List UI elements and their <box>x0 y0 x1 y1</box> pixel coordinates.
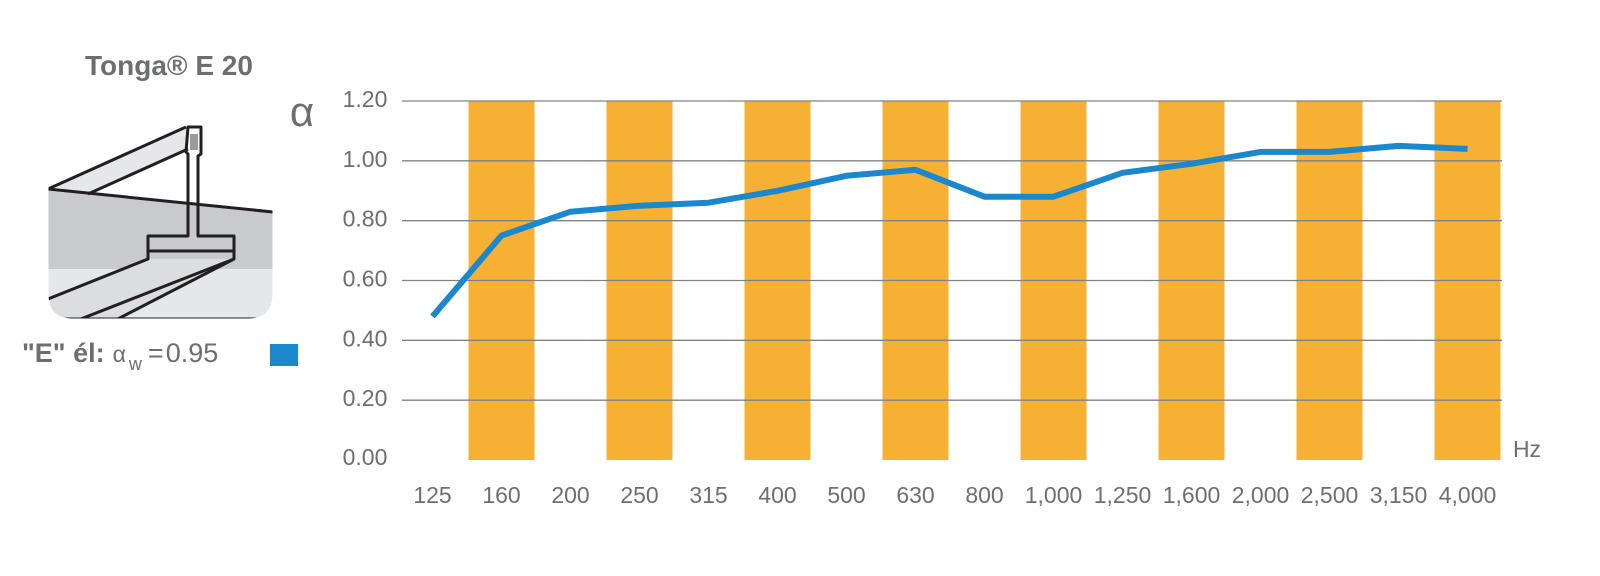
legend-entry: "E" él: α w = 0.95 <box>22 338 218 378</box>
y-tick-label: 0.40 <box>343 325 388 351</box>
x-tick-label: 400 <box>758 482 796 508</box>
alpha-subscript: w <box>128 354 142 374</box>
x-tick-label: 125 <box>413 482 451 508</box>
y-tick-label: 1.00 <box>343 146 388 172</box>
x-tick-label: 800 <box>965 482 1003 508</box>
x-tick-label: 630 <box>896 482 934 508</box>
x-tick-label: 3,150 <box>1370 482 1428 508</box>
x-tick-label: 1,000 <box>1025 482 1083 508</box>
series-line <box>430 142 1468 319</box>
equals-sign: = <box>147 338 164 368</box>
y-tick-label: 0.60 <box>343 266 388 292</box>
x-tick-label: 2,000 <box>1232 482 1290 508</box>
ceiling-edge-profile-illustration <box>48 124 273 320</box>
x-tick-label: 250 <box>620 482 658 508</box>
x-tick-label: 1,600 <box>1163 482 1221 508</box>
product-title: Tonga® E 20 <box>85 50 253 81</box>
y-axis-label: α <box>290 88 314 135</box>
legend-label: "E" él: <box>22 338 105 368</box>
y-tick-label: 0.00 <box>343 444 388 470</box>
x-tick-label: 1,250 <box>1094 482 1152 508</box>
x-tick-label: 2,500 <box>1301 482 1359 508</box>
x-tick-label: 200 <box>551 482 589 508</box>
x-tick-label: 4,000 <box>1439 482 1497 508</box>
legend-swatch <box>270 344 298 366</box>
alpha-symbol: α <box>112 341 126 367</box>
weighted-alpha-value: 0.95 <box>165 338 219 368</box>
y-tick-label: 0.20 <box>343 385 388 411</box>
x-tick-label: 500 <box>827 482 865 508</box>
y-tick-label: 1.20 <box>343 86 388 112</box>
y-tick-label: 0.80 <box>343 206 388 232</box>
x-tick-label: 315 <box>689 482 727 508</box>
x-tick-label: 160 <box>482 482 520 508</box>
x-axis-unit: Hz <box>1513 436 1541 462</box>
